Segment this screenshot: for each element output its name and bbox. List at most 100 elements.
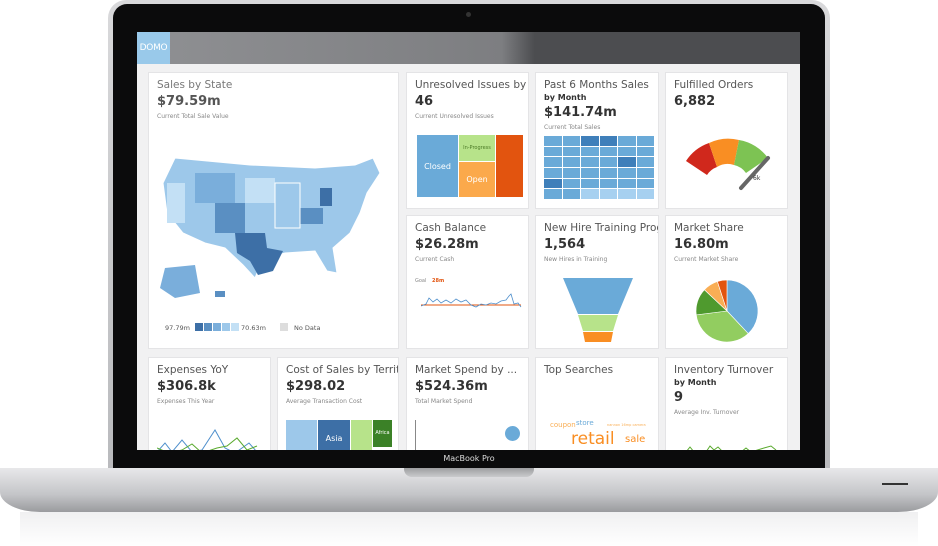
- heatmap-cell[interactable]: [636, 146, 654, 157]
- card-market-spend[interactable]: Market Spend by ... $524.36m Total Marke…: [406, 357, 529, 450]
- card-title: Past 6 Months Sales: [544, 79, 649, 91]
- heatmap-cell[interactable]: [581, 167, 599, 178]
- card-market-share[interactable]: Market Share 16.80m Current Market Share: [665, 215, 788, 349]
- heatmap-cell[interactable]: [618, 178, 636, 189]
- card-value: $306.8k: [157, 379, 216, 394]
- word-coupon[interactable]: coupon: [550, 421, 576, 429]
- top-bar: DOMO: [137, 32, 800, 64]
- heatmap-cell[interactable]: [544, 157, 562, 167]
- heatmap-cell[interactable]: [544, 189, 562, 199]
- cash-sparkline[interactable]: [421, 286, 523, 311]
- card-caption: Average Inv. Turnover: [674, 409, 740, 416]
- heatmap[interactable]: [544, 136, 654, 199]
- gauge-green: [734, 140, 768, 173]
- heatmap-cell[interactable]: [636, 178, 654, 189]
- domo-logo[interactable]: DOMO: [137, 32, 170, 64]
- card-cash-balance[interactable]: Cash Balance $26.28m Current Cash Goal 2…: [406, 215, 529, 349]
- card-expenses-yoy[interactable]: Expenses YoY $306.8k Expenses This Year: [148, 357, 271, 450]
- state-hawaii: [215, 291, 225, 297]
- legend-no-data: No Data: [294, 324, 321, 332]
- heatmap-cell[interactable]: [618, 189, 636, 199]
- treemap-closed[interactable]: Closed: [417, 135, 458, 197]
- heatmap-cell[interactable]: [544, 146, 562, 157]
- heatmap-cell[interactable]: [599, 189, 617, 199]
- card-cost-of-sales[interactable]: Cost of Sales by Territory $298.02 Avera…: [277, 357, 399, 450]
- expenses-line-chart[interactable]: [157, 428, 267, 450]
- heatmap-cell[interactable]: [544, 136, 562, 146]
- heatmap-cell[interactable]: [599, 167, 617, 178]
- card-past-6-months-sales[interactable]: Past 6 Months Sales by Month $141.74m Cu…: [535, 72, 659, 209]
- heatmap-cell[interactable]: [636, 136, 654, 146]
- goal-label: Goal: [415, 278, 427, 284]
- heatmap-cell[interactable]: [636, 167, 654, 178]
- inventory-chart[interactable]: [676, 442, 781, 450]
- heatmap-cell[interactable]: [562, 167, 580, 178]
- heatmap-cell[interactable]: [581, 178, 599, 189]
- heatmap-cell[interactable]: [636, 189, 654, 199]
- legend-max: 97.79m: [165, 324, 190, 332]
- heatmap-cell[interactable]: [562, 178, 580, 189]
- card-value: 9: [674, 390, 684, 405]
- axis-line: [415, 420, 416, 450]
- treemap-cell[interactable]: [286, 420, 317, 450]
- heatmap-cell[interactable]: [599, 146, 617, 157]
- us-map[interactable]: [155, 153, 395, 303]
- heatmap-cell[interactable]: [544, 178, 562, 189]
- card-title: Cash Balance: [415, 222, 487, 234]
- card-value: 16.80m: [674, 237, 729, 252]
- word-retail[interactable]: retail: [571, 429, 615, 449]
- funnel-chart[interactable]: [561, 278, 636, 343]
- treemap-open[interactable]: Open: [459, 162, 495, 197]
- heatmap-cell[interactable]: [581, 146, 599, 157]
- treemap-africa[interactable]: Africa: [373, 420, 392, 447]
- pie-chart[interactable]: [694, 278, 760, 344]
- word-store[interactable]: store: [576, 419, 594, 427]
- goal-value: 28m: [432, 278, 445, 284]
- heatmap-cell[interactable]: [618, 146, 636, 157]
- pie-slice[interactable]: [726, 279, 759, 335]
- card-title: Expenses YoY: [157, 364, 229, 376]
- state-ohio: [320, 188, 332, 206]
- dashboard-screen: DOMO Sales by State $79.59m Current Tota…: [137, 32, 800, 450]
- heatmap-cell[interactable]: [599, 178, 617, 189]
- card-fulfilled-orders[interactable]: Fulfilled Orders 6,882 6k: [665, 72, 788, 209]
- heatmap-cell[interactable]: [562, 146, 580, 157]
- heatmap-cell[interactable]: [618, 167, 636, 178]
- series-this-year: [158, 429, 256, 450]
- word-sale[interactable]: sale: [625, 434, 646, 445]
- device-label: MacBook Pro: [443, 454, 495, 463]
- heatmap-cell[interactable]: [581, 157, 599, 167]
- treemap-other[interactable]: [496, 135, 523, 197]
- card-inventory-turnover[interactable]: Inventory Turnover by Month 9 Average In…: [665, 357, 788, 450]
- card-unresolved-issues[interactable]: Unresolved Issues by T... 46 Current Unr…: [406, 72, 529, 209]
- card-caption: Current Market Share: [674, 256, 739, 263]
- treemap-asia[interactable]: Asia: [318, 420, 350, 450]
- card-caption: Expenses This Year: [157, 398, 215, 405]
- heatmap-cell[interactable]: [544, 167, 562, 178]
- heatmap-cell[interactable]: [581, 136, 599, 146]
- heatmap-cell[interactable]: [599, 157, 617, 167]
- gauge-orange: [709, 138, 739, 167]
- bubble[interactable]: [505, 426, 520, 441]
- treemap-in-progress[interactable]: In-Progress: [459, 135, 495, 161]
- pie-slice[interactable]: [717, 279, 728, 312]
- card-value: $26.28m: [415, 237, 479, 252]
- heatmap-cell[interactable]: [618, 136, 636, 146]
- card-subtitle: by Month: [544, 93, 587, 102]
- card-top-searches[interactable]: Top Searches coupon store retail sale na…: [535, 357, 659, 450]
- heatmap-cell[interactable]: [581, 189, 599, 199]
- heatmap-cell[interactable]: [618, 157, 636, 167]
- pie-slice[interactable]: [695, 310, 749, 343]
- gauge[interactable]: 6k: [681, 133, 776, 198]
- heatmap-cell[interactable]: [562, 157, 580, 167]
- card-sales-by-state[interactable]: Sales by State $79.59m Current Total Sal…: [148, 72, 399, 349]
- laptop-notch: [404, 468, 534, 477]
- heatmap-cell[interactable]: [562, 189, 580, 199]
- word-camera[interactable]: nannon 16mp camera: [607, 423, 646, 427]
- heatmap-cell[interactable]: [599, 136, 617, 146]
- heatmap-cell[interactable]: [636, 157, 654, 167]
- card-new-hire-training[interactable]: New Hire Training Prog... 1,564 New Hire…: [535, 215, 659, 349]
- heatmap-cell[interactable]: [562, 136, 580, 146]
- card-title: Cost of Sales by Territory: [286, 364, 398, 376]
- treemap-cell[interactable]: [351, 420, 372, 450]
